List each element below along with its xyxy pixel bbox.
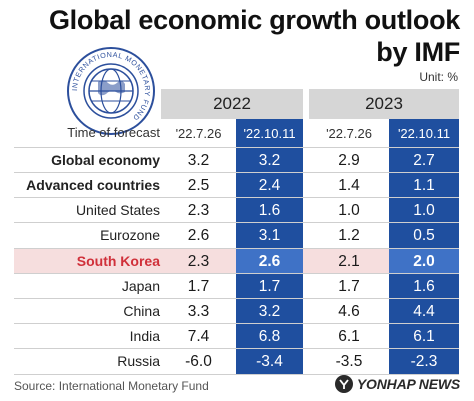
row-label: South Korea (76, 253, 160, 269)
yonhap-logo-icon (334, 375, 353, 393)
row-label: Advanced countries (26, 177, 160, 193)
value-cell: 2.6 (258, 252, 281, 270)
value-cell: 1.0 (338, 201, 360, 219)
latest-forecast-column-2022 (236, 119, 303, 375)
value-cell: 6.8 (258, 327, 281, 345)
value-cell: 2.1 (338, 252, 360, 270)
value-cell: 2.7 (413, 151, 435, 169)
table-row: India 7.4 6.8 6.1 6.1 (14, 323, 459, 348)
value-cell: 7.4 (187, 327, 210, 345)
value-cell: 1.7 (338, 277, 360, 295)
table-row: Global economy 3.2 3.2 2.9 2.7 (14, 147, 459, 172)
row-label: China (123, 303, 160, 319)
value-cell: 4.4 (413, 302, 435, 320)
row-label: Eurozone (100, 227, 160, 243)
year-header-2023: 2023 (309, 89, 459, 119)
imf-logo: INTERNATIONAL MONETARY FUND (67, 47, 155, 135)
value-cell: 2.4 (258, 176, 281, 194)
brand-name: YONHAP NEWS (356, 376, 460, 392)
highlight-cell-2022 (236, 248, 303, 273)
row-label: Russia (117, 353, 160, 369)
value-cell: 1.4 (338, 176, 360, 194)
value-cell: 1.6 (413, 277, 435, 295)
forecast-date: '22.10.11 (397, 125, 451, 141)
value-cell: 0.5 (413, 226, 435, 244)
value-cell: 2.3 (187, 201, 210, 219)
latest-forecast-column-2023 (389, 119, 459, 375)
value-cell: 4.6 (338, 302, 360, 320)
table-row: Russia -6.0 -3.4 -3.5 -2.3 (14, 348, 459, 373)
value-cell: 1.2 (338, 226, 360, 244)
value-cell: 3.2 (187, 151, 210, 169)
highlight-cell-2023 (389, 248, 459, 273)
value-cell: 2.5 (187, 176, 210, 194)
value-cell: 3.2 (258, 302, 281, 320)
page-title: Global economic growth outlook by IMF (49, 4, 460, 68)
unit-label: Unit: % (419, 70, 458, 84)
value-cell: -3.4 (256, 352, 283, 370)
row-label: United States (75, 202, 160, 218)
value-cell: -6.0 (185, 352, 212, 370)
source-note: Source: International Monetary Fund (14, 379, 209, 393)
value-cell: 3.2 (258, 151, 281, 169)
row-label: Global economy (51, 152, 160, 168)
value-cell: 1.7 (258, 277, 281, 295)
forecast-date: '22.7.26 (175, 125, 222, 141)
table-row: United States 2.3 1.6 1.0 1.0 (14, 197, 459, 222)
value-cell: -3.5 (335, 352, 363, 370)
yonhap-brand: YONHAP NEWS (334, 375, 460, 393)
forecast-date-row: Time of forecast '22.7.26 '22.10.11 '22.… (14, 119, 459, 147)
value-cell: 1.1 (413, 176, 435, 194)
table-row: Eurozone 2.6 3.1 1.2 0.5 (14, 222, 459, 247)
year-header-2022: 2022 (161, 89, 303, 119)
forecast-date: '22.10.11 (243, 125, 296, 141)
value-cell: 3.1 (258, 226, 281, 244)
value-cell: 2.6 (187, 226, 210, 244)
row-label: India (129, 328, 160, 344)
value-cell: 2.3 (187, 252, 210, 270)
table-bottom-divider (14, 374, 459, 375)
value-cell: 2.9 (338, 151, 360, 169)
value-cell: 6.1 (413, 327, 435, 345)
value-cell: 3.3 (187, 302, 210, 320)
value-cell: 1.6 (258, 201, 281, 219)
title-line-1: Global economic growth outlook (48, 5, 460, 35)
forecast-label: Time of forecast (67, 125, 160, 140)
table-row-highlighted: South Korea 2.3 2.6 2.1 2.0 (14, 248, 459, 273)
table-row: China 3.3 3.2 4.6 4.4 (14, 298, 459, 323)
value-cell: 1.7 (187, 277, 210, 295)
value-cell: 6.1 (338, 327, 360, 345)
table-row: Advanced countries 2.5 2.4 1.4 1.1 (14, 172, 459, 197)
value-cell: 2.0 (413, 252, 435, 270)
table-row: Japan 1.7 1.7 1.7 1.6 (14, 273, 459, 298)
value-cell: -2.3 (410, 352, 438, 370)
title-line-2: by IMF (376, 37, 460, 67)
row-label: Japan (121, 278, 160, 294)
forecast-date: '22.7.26 (326, 125, 372, 141)
value-cell: 1.0 (413, 201, 435, 219)
